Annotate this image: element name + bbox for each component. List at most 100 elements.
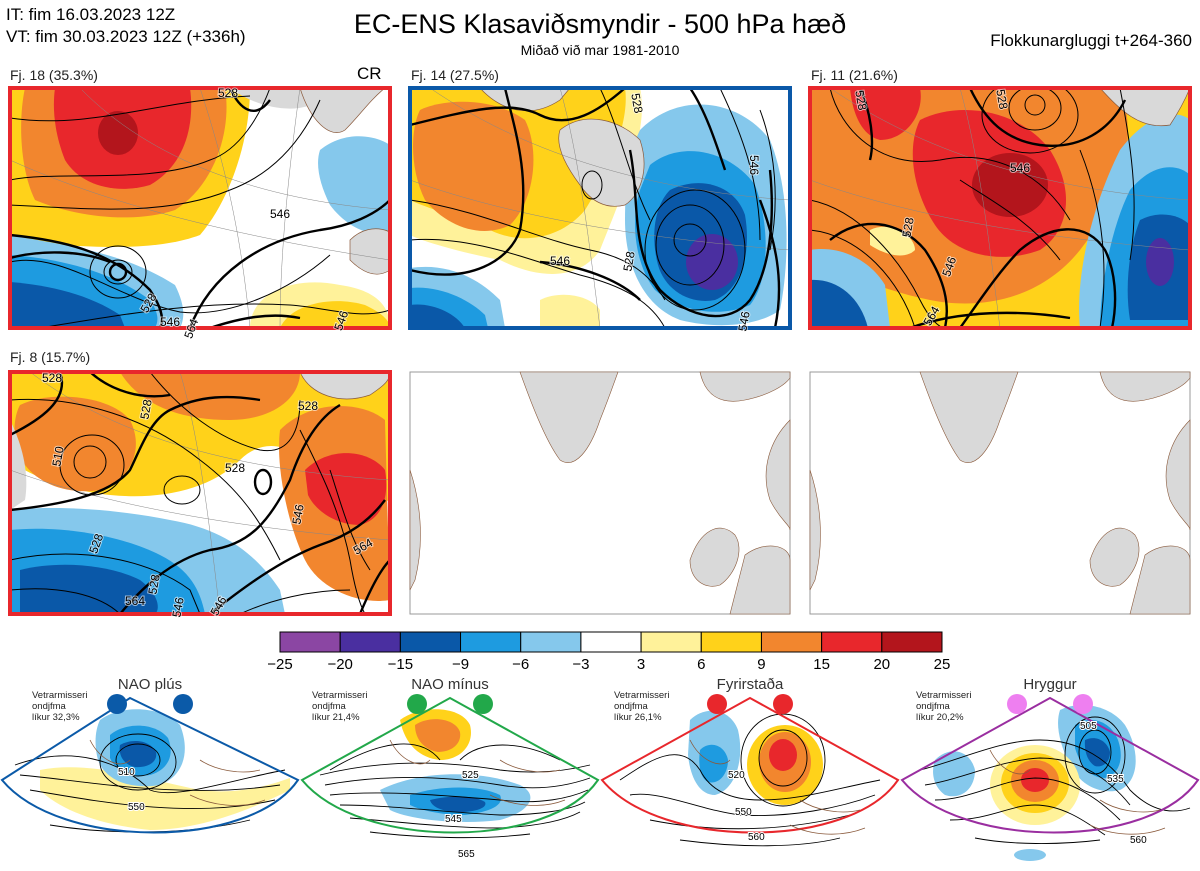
regime-stat-line: líkur 20,2% <box>916 712 964 723</box>
colorbar-tick-label: −15 <box>387 656 414 673</box>
regime-contour-label: 545 <box>445 814 462 825</box>
regime-frame <box>8 370 392 616</box>
regime-stat-line: líkur 21,4% <box>312 712 360 723</box>
regime-frame <box>408 86 792 330</box>
regime-stat-line: líkur 32,3% <box>32 712 80 723</box>
colorbar-segment <box>279 631 341 653</box>
anomaly-fill <box>540 294 600 328</box>
colorbar-segment <box>640 631 702 653</box>
contour-label: 546 <box>169 596 186 618</box>
colorbar-tick-label: 15 <box>813 656 830 673</box>
colorbar-tick-label: −3 <box>572 656 590 673</box>
colorbar-tick-label: −9 <box>451 656 470 673</box>
colorbar-tick-label: 6 <box>697 656 706 673</box>
contour-label: 528 <box>137 398 154 420</box>
regime-frame <box>808 86 1192 330</box>
contour-label: 510 <box>49 445 66 467</box>
anomaly-fill <box>280 301 390 328</box>
chart-subtitle: Miðað við mar 1981-2010 <box>520 42 680 58</box>
anomaly-fill <box>1146 238 1174 286</box>
empty-panel <box>409 371 791 615</box>
regime-stat-line: Vetrarmisseri <box>312 690 368 701</box>
anomaly-fill <box>870 226 915 256</box>
anomaly-fill <box>305 453 387 525</box>
contour-label: 546 <box>550 254 570 268</box>
cluster-panel-18 <box>8 86 392 330</box>
chart-title: EC-ENS Klasaviðsmyndir - 500 hPa hæð <box>353 9 847 39</box>
regime-nao-plus <box>0 694 300 834</box>
anomaly-fill <box>686 234 738 290</box>
contour-label: 528 <box>145 573 162 595</box>
contour-label: 528 <box>42 371 62 385</box>
colorbar-segment <box>760 631 823 653</box>
regime-contour-label: 560 <box>1130 835 1147 846</box>
regime-stat-line: Vetrarmisseri <box>32 690 88 701</box>
regime-stat-line: líkur 26,1% <box>614 712 662 723</box>
contour-label: 528 <box>852 89 869 111</box>
classification-window: Flokkunargluggi t+264-360 <box>990 31 1192 50</box>
contour-label: 528 <box>899 216 916 238</box>
colorbar-tick-label: 20 <box>873 656 891 673</box>
anomaly-fill <box>14 396 136 492</box>
contour-label: 546 <box>289 503 306 525</box>
anomaly-fill <box>20 564 158 614</box>
regime-stat-line: ondjfma <box>32 701 66 712</box>
regime-stats: Vetrarmisseri ondjfma líkur 21,4% <box>312 690 367 723</box>
regime-contour-label: 560 <box>748 832 765 843</box>
anomaly-fill <box>120 372 300 420</box>
colorbar-tick-label: −20 <box>327 656 353 673</box>
contour-label: 546 <box>747 155 761 175</box>
run-info: IT: fim 16.03.2023 12Z VT: fim 30.03.202… <box>6 4 246 48</box>
regime-contour-label: 550 <box>128 802 145 813</box>
colorbar-segment <box>399 631 462 653</box>
cluster-tag: CR <box>357 64 382 83</box>
regime-title: Fyrirstaða <box>716 676 784 693</box>
colorbar-segment <box>580 631 642 653</box>
cluster-panel-11 <box>808 86 1192 330</box>
contour-label: 528 <box>298 399 318 413</box>
anomaly-fill <box>10 282 125 328</box>
land <box>349 228 390 275</box>
regime-stats: Vetrarmisseri ondjfma líkur 20,2% <box>916 690 971 723</box>
regime-title: NAO plús <box>117 676 183 693</box>
cluster-label: Fj. 8 (15.7%) <box>10 349 91 365</box>
colorbar-tick-label: −6 <box>512 656 530 673</box>
anomaly-fill <box>972 153 1048 217</box>
regime-ridge <box>900 694 1200 861</box>
colorbar-tick-label: −25 <box>267 656 293 673</box>
initial-time: IT: fim 16.03.2023 12Z <box>6 5 176 24</box>
anomaly-fill <box>413 101 534 231</box>
regime-contour-label: 550 <box>735 807 752 818</box>
anomaly-fill <box>318 136 390 234</box>
anomaly-fill <box>810 279 868 328</box>
regime-nao-minus <box>300 694 600 839</box>
regime-stats: Vetrarmisseri ondjfma líkur 26,1% <box>614 690 669 723</box>
regime-contour-label: 535 <box>1107 774 1124 785</box>
regime-contour-label: 520 <box>728 770 745 781</box>
colorbar-tick-label: 3 <box>636 656 646 673</box>
anomaly-fill <box>410 304 465 328</box>
contour-label: 564 <box>125 594 145 608</box>
empty-panel <box>809 371 1191 615</box>
regime-stat-line: Vetrarmisseri <box>614 690 670 701</box>
colorbar-tick-label: 9 <box>757 656 766 673</box>
contour-label: 546 <box>735 310 752 332</box>
contour-label: 528 <box>218 86 238 100</box>
land <box>299 88 386 133</box>
contour-label: 528 <box>225 461 245 475</box>
colorbar-segment <box>881 631 943 653</box>
regime-contour-label: 510 <box>118 767 135 778</box>
regime-contour-label: 565 <box>458 849 475 860</box>
regime-contour-label: 525 <box>462 770 479 781</box>
colorbar-tick-label: 25 <box>933 656 951 673</box>
colorbar-segment <box>520 631 582 653</box>
cluster-label: Fj. 14 (27.5%) <box>411 67 499 83</box>
colorbar <box>279 631 943 653</box>
regime-blocking <box>600 694 900 847</box>
contour-label: 546 <box>1010 161 1030 175</box>
colorbar-segment <box>700 631 762 653</box>
regime-title: NAO mínus <box>411 676 489 693</box>
regime-stats: Vetrarmisseri ondjfma líkur 32,3% <box>32 690 87 723</box>
